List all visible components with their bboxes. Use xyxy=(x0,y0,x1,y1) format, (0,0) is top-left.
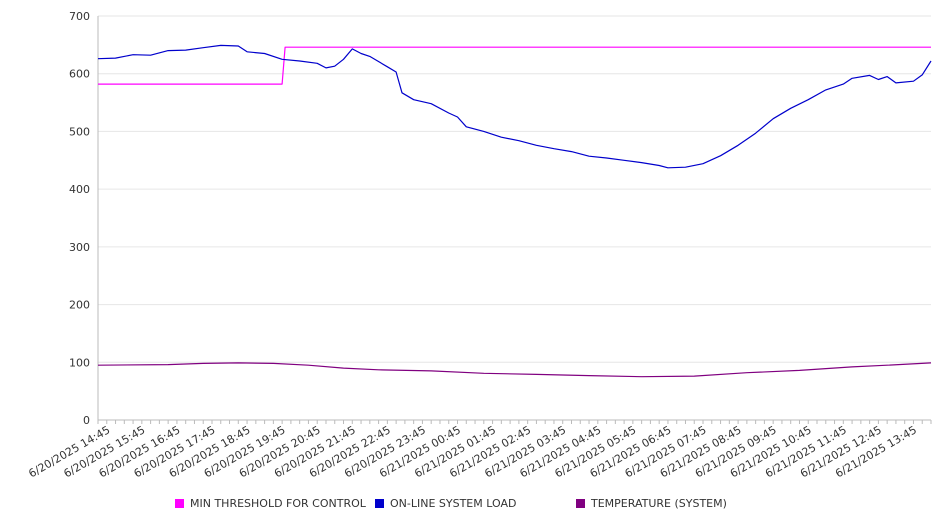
y-tick-label: 700 xyxy=(69,10,90,23)
series-line-temperature-system xyxy=(97,362,932,378)
y-tick-label: 100 xyxy=(69,356,90,369)
chart-series xyxy=(97,44,932,378)
x-axis: 6/20/2025 14:456/20/2025 15:456/20/2025 … xyxy=(26,420,932,480)
y-axis: 0 100 200 300 400 500 600 700 xyxy=(69,10,99,427)
y-tick-label: 500 xyxy=(69,125,90,138)
chart-legend: MIN THRESHOLD FOR CONTROL ON-LINE SYSTEM … xyxy=(0,497,946,515)
legend-swatch xyxy=(375,499,384,508)
series-line-min-threshold-for-control xyxy=(98,46,931,85)
y-tick-label: 400 xyxy=(69,183,90,196)
y-tick-label: 200 xyxy=(69,299,90,312)
series-line-on-line-system-load xyxy=(97,44,932,169)
legend-swatch xyxy=(175,499,184,508)
y-tick-label: 0 xyxy=(83,414,90,427)
legend-label: MIN THRESHOLD FOR CONTROL xyxy=(190,497,366,510)
y-tick-label: 600 xyxy=(69,68,90,81)
legend-item: ON-LINE SYSTEM LOAD xyxy=(375,497,516,510)
y-tick-label: 300 xyxy=(69,241,90,254)
chart-grid xyxy=(98,15,931,421)
legend-swatch xyxy=(576,499,585,508)
legend-item: TEMPERATURE (SYSTEM) xyxy=(576,497,727,510)
legend-label: ON-LINE SYSTEM LOAD xyxy=(390,497,517,510)
legend-item: MIN THRESHOLD FOR CONTROL xyxy=(175,497,366,510)
legend-label: TEMPERATURE (SYSTEM) xyxy=(591,497,727,510)
